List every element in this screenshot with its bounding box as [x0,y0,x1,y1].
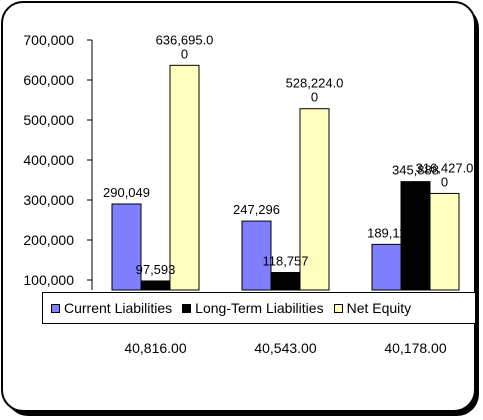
bar-long-term-liabilities [270,271,301,291]
bar-current-liabilities [371,243,402,291]
x-category-label: 40,816.00 [124,340,186,356]
data-label: 0 [311,90,318,105]
bar-net-equity [169,64,200,291]
legend-swatch [182,303,192,313]
x-category-label: 40,543.00 [254,340,316,356]
data-label: 0 [441,174,448,189]
bar-net-equity [429,192,460,291]
legend-swatch [333,303,343,313]
bar-long-term-liabilities [140,280,171,291]
legend: Current Liabilities Long-Term Liabilities… [42,292,476,324]
data-label: 345,888 [392,163,439,178]
data-label: 316,427.0 [416,160,474,175]
legend-label: Current Liabilities [64,300,173,316]
data-label: 290,049 [103,185,150,200]
data-label: 0 [181,46,188,61]
data-label: 189,11 [367,225,406,240]
legend-label: Net Equity [346,300,412,316]
data-label: 118,757 [262,253,308,268]
data-label: 636,695.0 [156,32,214,47]
bar-long-term-liabilities [400,181,431,291]
data-label: 528,224.0 [286,76,344,91]
data-label: 97,593 [136,262,176,277]
legend-item: Net Equity [333,300,412,316]
y-tick-label: 100,000 [23,272,74,288]
data-label: 247,296 [233,202,280,217]
bar-net-equity [299,108,330,291]
y-tick-label: 300,000 [23,192,74,208]
y-tick-label: 200,000 [23,232,74,248]
legend-item: Long-Term Liabilities [182,300,324,316]
x-category-label: 40,178.00 [384,340,446,356]
y-tick-label: 700,000 [23,32,74,48]
y-tick-label: 600,000 [23,72,74,88]
y-tick-label: 400,000 [23,152,74,168]
legend-label: Long-Term Liabilities [195,300,324,316]
legend-swatch [51,303,60,313]
legend-item: Current Liabilities [51,300,172,316]
bar-current-liabilities [111,203,142,291]
y-tick-label: 500,000 [23,112,74,128]
bar-current-liabilities [241,220,272,291]
